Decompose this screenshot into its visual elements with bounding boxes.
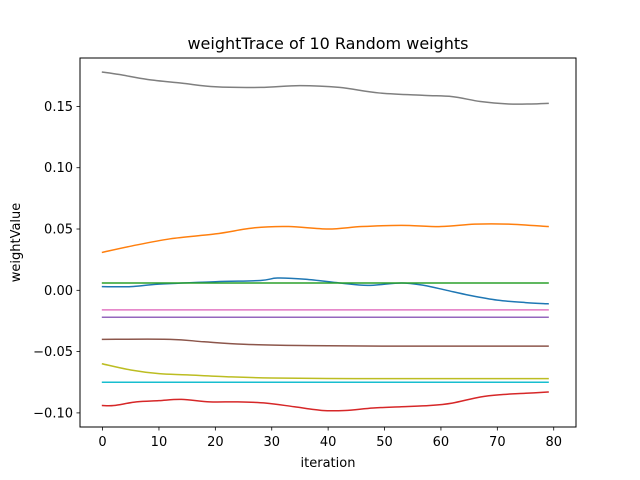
x-tick-label: 30 <box>263 435 280 450</box>
series-line-6 <box>101 338 549 347</box>
x-axis-ticks: 0 10 20 30 40 50 60 70 80 <box>98 427 562 450</box>
y-axis-ticks: −0.10 −0.05 0.00 0.05 0.10 0.15 <box>33 100 80 421</box>
x-axis-label: iteration <box>301 456 356 471</box>
chart-title: weightTrace of 10 Random weights <box>187 34 468 53</box>
y-axis-label: weightValue <box>9 203 24 283</box>
x-tick-label: 0 <box>98 435 106 450</box>
y-tick-label: −0.10 <box>33 406 73 421</box>
y-tick-label: 0.10 <box>44 161 73 176</box>
x-tick-label: 70 <box>489 435 506 450</box>
series-line-8 <box>101 71 549 105</box>
x-tick-label: 50 <box>376 435 393 450</box>
y-tick-label: 0.15 <box>44 100 73 115</box>
y-tick-label: 0.05 <box>44 223 73 238</box>
x-tick-label: 20 <box>207 435 224 450</box>
y-tick-label: −0.05 <box>33 345 73 360</box>
x-tick-label: 10 <box>151 435 168 450</box>
x-tick-label: 40 <box>320 435 337 450</box>
series-line-4 <box>101 391 549 412</box>
x-tick-label: 80 <box>545 435 562 450</box>
series-line-2 <box>101 223 549 254</box>
x-tick-label: 60 <box>433 435 450 450</box>
series-layer <box>101 71 549 412</box>
y-tick-label: 0.00 <box>44 284 73 299</box>
series-line-9 <box>101 362 549 380</box>
